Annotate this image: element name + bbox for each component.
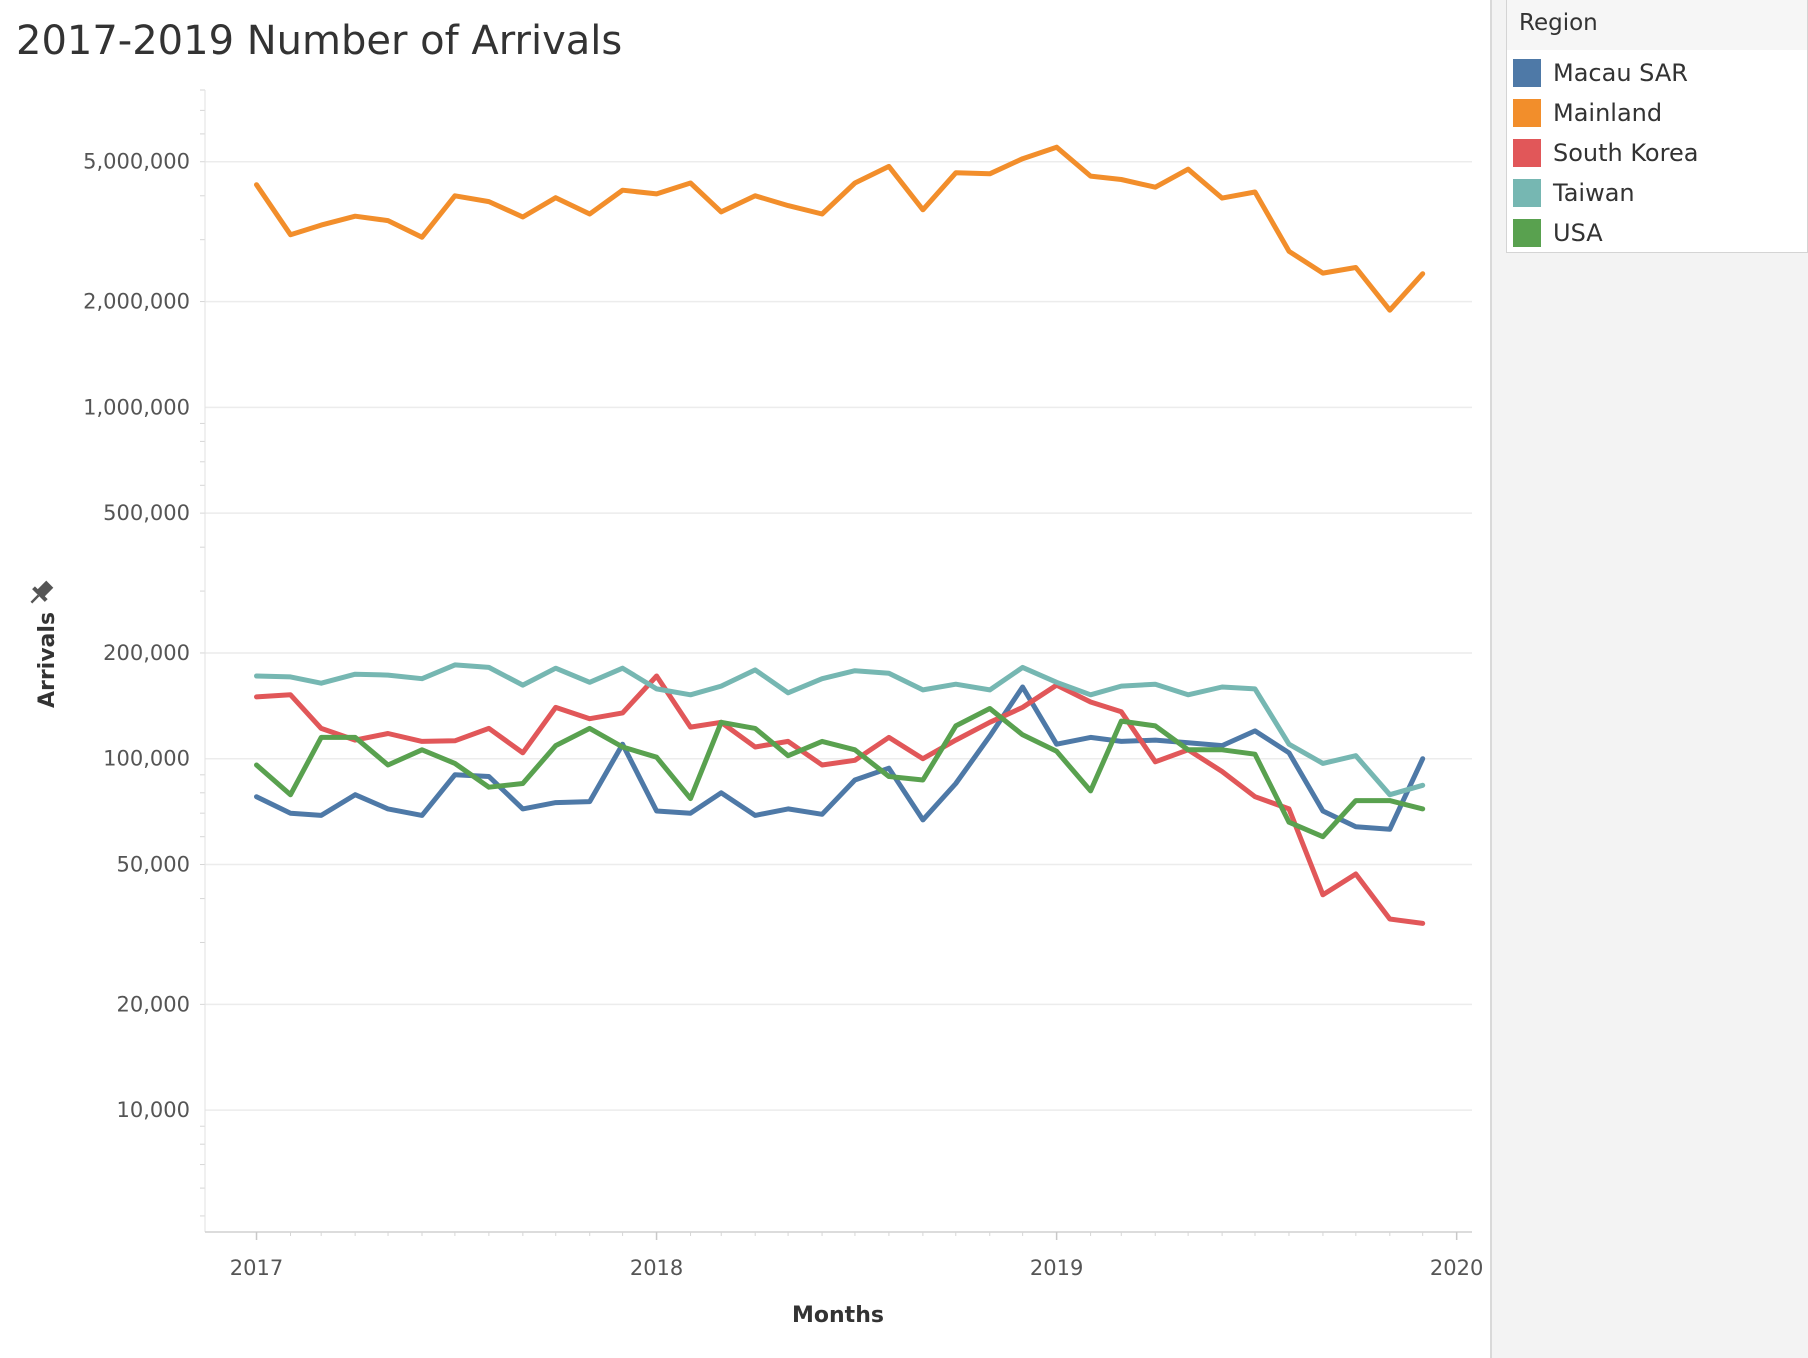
legend-header — [1507, 0, 1807, 50]
legend-swatch — [1513, 99, 1541, 127]
series-line-taiwan[interactable] — [254, 662, 1426, 798]
x-tick-label: 2020 — [1430, 1256, 1483, 1280]
series-line-macau-sar[interactable] — [254, 684, 1426, 832]
series-line-south-korea[interactable] — [254, 673, 1426, 926]
legend-label: USA — [1553, 219, 1603, 247]
y-tick-label: 200,000 — [103, 641, 190, 665]
legend-swatch — [1513, 219, 1541, 247]
x-tick-labels: 2017 2018 2019 2020 — [230, 1232, 1483, 1280]
legend-title: Region — [1519, 10, 1598, 36]
legend-item-mainland[interactable]: Mainland — [1513, 97, 1662, 129]
x-axis-title: Months — [792, 1303, 884, 1328]
legend-label: South Korea — [1553, 139, 1699, 167]
y-axis-title: Arrivals — [35, 612, 60, 708]
series-lines — [254, 144, 1426, 926]
y-tick-label: 500,000 — [103, 501, 190, 525]
legend-swatch — [1513, 139, 1541, 167]
y-tick-labels: 10,000 20,000 50,000 100,000 200,000 500,000 1… — [83, 150, 190, 1122]
y-tick-label: 10,000 — [117, 1098, 190, 1122]
y-tick-label: 50,000 — [117, 853, 190, 877]
legend-item-taiwan[interactable]: Taiwan — [1513, 177, 1635, 209]
y-tick-label: 2,000,000 — [83, 290, 190, 314]
series-line-usa[interactable] — [254, 706, 1426, 840]
x-tick-label: 2019 — [1030, 1256, 1083, 1280]
x-tick-label: 2017 — [230, 1256, 283, 1280]
y-tick-label: 100,000 — [103, 747, 190, 771]
legend: Region Macau SAR Mainland South Korea Ta… — [1506, 0, 1808, 253]
page-title: 2017-2019 Number of Arrivals — [16, 18, 623, 64]
legend-swatch — [1513, 59, 1541, 87]
legend-item-usa[interactable]: USA — [1513, 217, 1603, 249]
y-tick-label: 5,000,000 — [83, 150, 190, 174]
gridlines — [200, 89, 1472, 1217]
series-line-mainland[interactable] — [254, 144, 1426, 313]
y-tick-label: 20,000 — [117, 992, 190, 1016]
legend-label: Macau SAR — [1553, 59, 1688, 87]
y-tick-label: 1,000,000 — [83, 395, 190, 419]
legend-item-macau-sar[interactable]: Macau SAR — [1513, 57, 1688, 89]
legend-swatch — [1513, 179, 1541, 207]
legend-item-south-korea[interactable]: South Korea — [1513, 137, 1698, 169]
legend-label: Taiwan — [1553, 179, 1635, 207]
axes — [204, 90, 1472, 1233]
line-chart: 10,000 20,000 50,000 100,000 200,000 500,000 1… — [25, 89, 1483, 1328]
x-tick-label: 2018 — [630, 1256, 683, 1280]
pin-icon[interactable] — [25, 578, 56, 609]
legend-label: Mainland — [1553, 99, 1663, 127]
